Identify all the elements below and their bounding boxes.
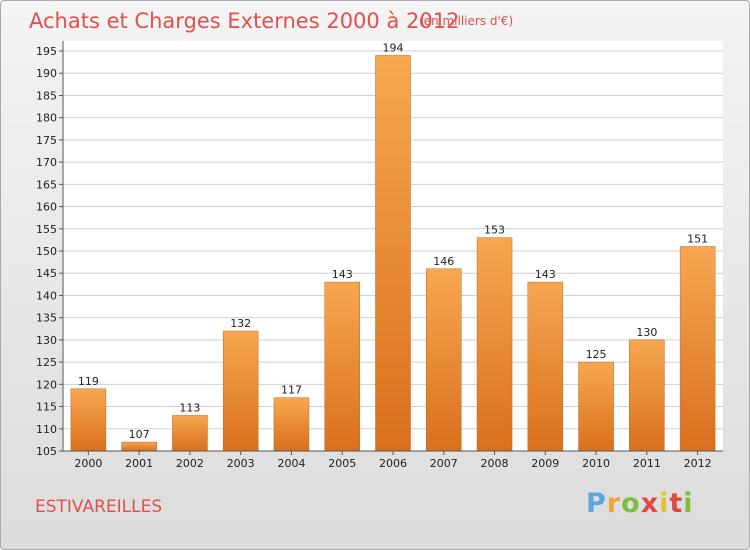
data-label-2011: 130 <box>636 326 657 339</box>
bar-2001 <box>121 441 157 452</box>
x-tick-label-2004: 2004 <box>277 457 305 470</box>
bar-2003 <box>222 330 259 452</box>
commune-name: ESTIVAREILLES <box>35 497 163 517</box>
x-tick-label-2011: 2011 <box>633 457 661 470</box>
x-tick-label-2003: 2003 <box>227 457 255 470</box>
data-label-2008: 153 <box>484 224 505 237</box>
bar-chart: 105 110 115 120 125 130 135 140 145 150 155 160 165 1… <box>36 41 723 470</box>
bars-group <box>70 55 716 452</box>
y-tick-label: 110 <box>36 423 57 436</box>
y-tick-label: 145 <box>36 267 57 280</box>
logo-letter: x <box>640 488 660 519</box>
bar-2000 <box>70 388 107 452</box>
logo-letter: i <box>683 488 694 519</box>
data-label-2010: 125 <box>586 348 607 361</box>
bar-2012 <box>679 246 716 452</box>
data-label-2004: 117 <box>281 384 302 397</box>
y-tick-label: 170 <box>36 156 57 169</box>
x-tick-label-2006: 2006 <box>379 457 407 470</box>
data-label-2001: 107 <box>129 428 150 441</box>
x-tick-label-2000: 2000 <box>74 457 102 470</box>
data-label-2012: 151 <box>687 233 708 246</box>
y-tick-label: 115 <box>36 401 57 414</box>
bar-2009 <box>527 281 564 452</box>
y-tick-label: 190 <box>36 67 57 80</box>
y-tick-label: 140 <box>36 289 57 302</box>
bar-2007 <box>426 268 462 452</box>
y-tick-label: 150 <box>36 245 57 258</box>
data-label-2002: 113 <box>179 401 200 414</box>
y-tick-label: 180 <box>36 112 57 125</box>
bar-2002 <box>172 415 208 452</box>
x-tick-label-2008: 2008 <box>481 457 509 470</box>
logo-letter: t <box>669 488 684 519</box>
logo-letter: P <box>586 488 607 519</box>
y-tick-label: 105 <box>36 445 57 458</box>
y-tick-label: 155 <box>36 223 57 236</box>
x-tick-label-2002: 2002 <box>176 457 204 470</box>
proxiti-logo: Proxiti <box>586 488 694 519</box>
y-tick-label: 175 <box>36 134 57 147</box>
data-label-2005: 143 <box>332 268 353 281</box>
data-labels: 119 107 113 132 117 143 194 146 153 143 125 130 151 <box>78 41 708 441</box>
x-axis-ticks: 2000 2001 2002 2003 2004 2005 2006 2007 2008 2009… <box>74 451 712 470</box>
y-tick-label: 125 <box>36 356 57 369</box>
data-label-2006: 194 <box>383 41 404 54</box>
y-tick-label: 120 <box>36 378 57 391</box>
logo-letter: r <box>606 488 622 519</box>
bar-2005 <box>324 281 360 452</box>
y-tick-label: 165 <box>36 178 57 191</box>
bar-2004 <box>273 397 310 452</box>
data-label-2007: 146 <box>433 255 454 268</box>
chart-title: Achats et Charges Externes 2000 à 2012 <box>29 9 460 33</box>
bar-2006 <box>375 55 411 452</box>
data-label-2009: 143 <box>535 268 556 281</box>
logo-letter: i <box>659 488 670 519</box>
y-tick-label: 160 <box>36 201 57 214</box>
data-label-2003: 132 <box>230 317 251 330</box>
x-tick-label-2001: 2001 <box>125 457 153 470</box>
y-tick-label: 130 <box>36 334 57 347</box>
y-tick-label: 185 <box>36 89 57 102</box>
x-tick-label-2012: 2012 <box>684 457 712 470</box>
x-tick-label-2009: 2009 <box>531 457 559 470</box>
y-tick-label: 195 <box>36 45 57 58</box>
bar-2011 <box>629 339 665 452</box>
logo-letter: o <box>621 488 641 519</box>
y-tick-label: 135 <box>36 312 57 325</box>
x-tick-label-2007: 2007 <box>430 457 458 470</box>
data-label-2000: 119 <box>78 375 99 388</box>
x-tick-label-2010: 2010 <box>582 457 610 470</box>
bar-2008 <box>476 237 513 452</box>
chart-unit-note: (en milliers d'€) <box>419 14 514 28</box>
x-tick-label-2005: 2005 <box>328 457 356 470</box>
y-axis-ticks: 105 110 115 120 125 130 135 140 145 150 155 160 165 1… <box>36 45 63 458</box>
bar-2010 <box>578 361 614 452</box>
